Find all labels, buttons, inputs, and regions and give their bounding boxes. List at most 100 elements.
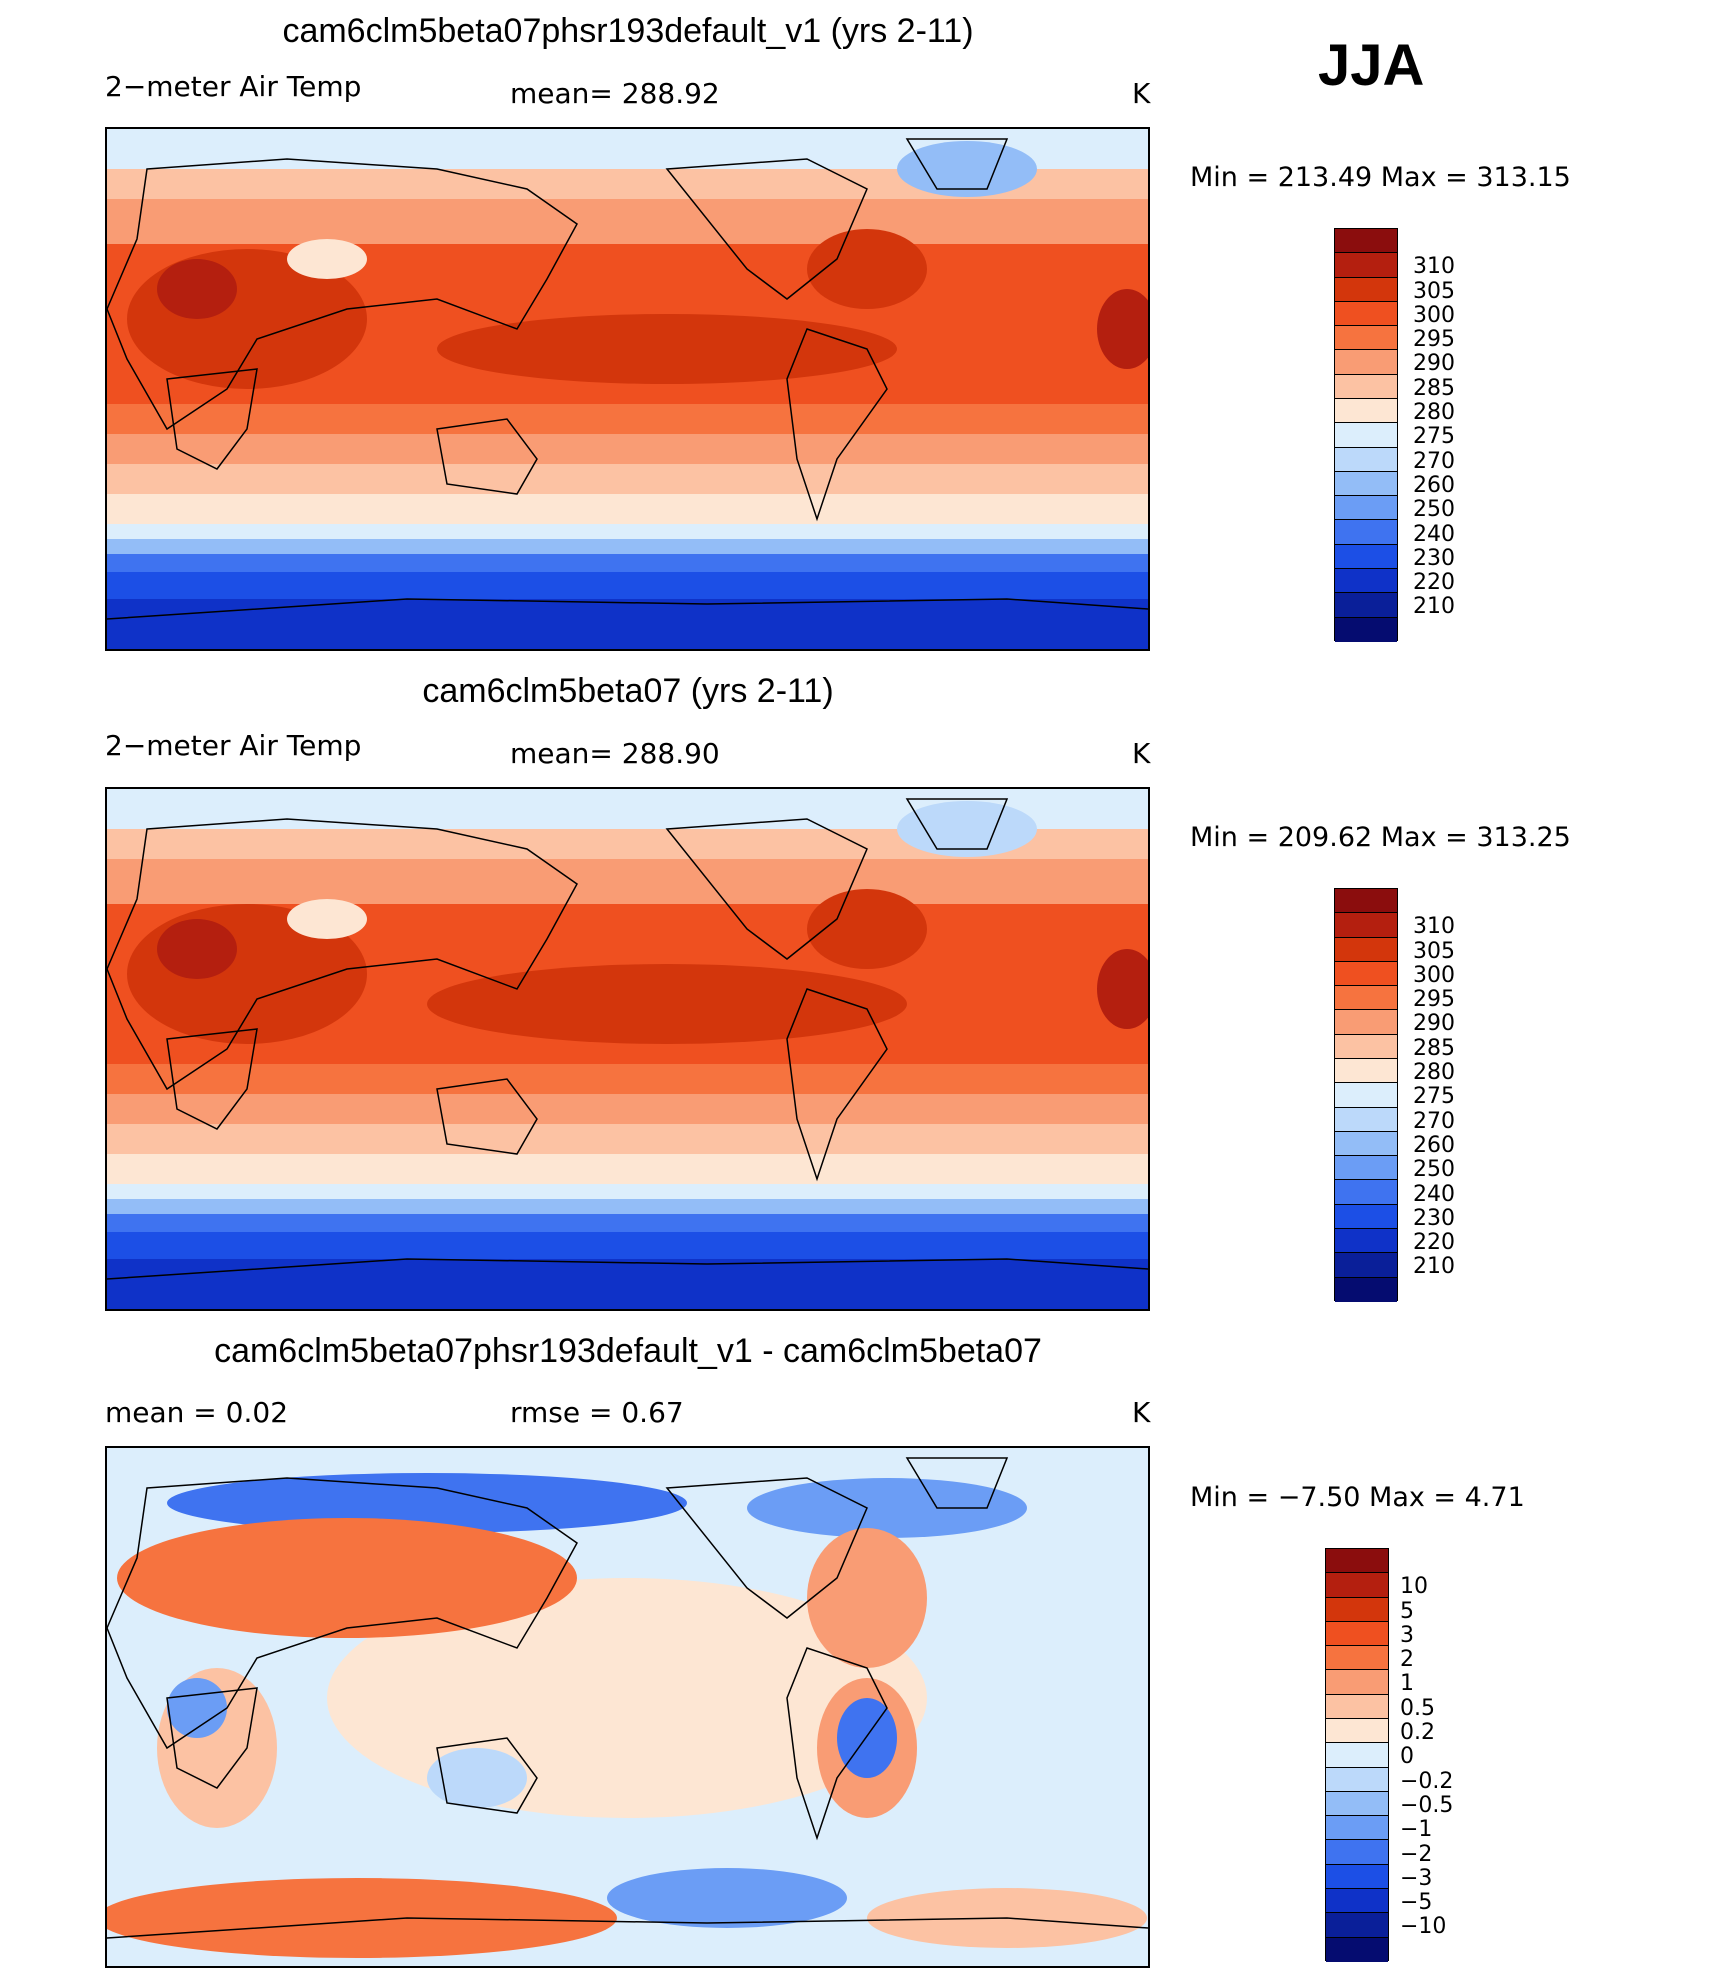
colorbar-swatch [1326, 1718, 1388, 1744]
colorbar-label: 295 [1413, 327, 1455, 353]
colorbar-swatch [1326, 1694, 1388, 1719]
colorbar-swatch [1335, 544, 1397, 569]
colorbar-swatch [1335, 398, 1397, 424]
colorbar-swatch [1326, 1913, 1388, 1938]
panel-1-minmax: Min = 213.49 Max = 313.15 [1190, 162, 1571, 193]
colorbar-label: −1 [1400, 1817, 1433, 1843]
colorbar-label: 285 [1413, 1035, 1455, 1061]
colorbar-swatch [1335, 520, 1397, 545]
panel-3-minmax: Min = −7.50 Max = 4.71 [1190, 1482, 1525, 1513]
panel-2-colorbar [1334, 888, 1398, 1302]
colorbar-label: 310 [1413, 914, 1455, 940]
colorbar-label: 290 [1413, 351, 1455, 377]
colorbar-label: 250 [1413, 497, 1455, 523]
colorbar-label: 290 [1413, 1011, 1455, 1037]
colorbar-swatch [1326, 1888, 1388, 1914]
colorbar-label: 300 [1413, 962, 1455, 988]
colorbar-swatch [1335, 374, 1397, 399]
colorbar-label: 0.5 [1400, 1695, 1435, 1721]
colorbar-label: 240 [1413, 521, 1455, 547]
colorbar-swatch [1335, 277, 1397, 302]
colorbar-label: 0.2 [1400, 1720, 1435, 1746]
colorbar-swatch [1326, 1791, 1388, 1817]
colorbar-swatch [1335, 986, 1397, 1011]
panel-3-mean: mean = 0.02 [105, 1396, 289, 1429]
colorbar-label: 240 [1413, 1181, 1455, 1207]
colorbar-label: 1 [1400, 1671, 1414, 1697]
panel-3-rmse: rmse = 0.67 [510, 1396, 684, 1429]
colorbar-swatch [1335, 229, 1397, 254]
colorbar-label: 230 [1413, 545, 1455, 571]
colorbar-swatch [1326, 1767, 1388, 1792]
panel-2-variable: 2−meter Air Temp [105, 729, 362, 762]
colorbar-label: 10 [1400, 1574, 1428, 1600]
season-label: JJA [1318, 33, 1425, 98]
colorbar-label: 5 [1400, 1598, 1414, 1624]
colorbar-label: 305 [1413, 278, 1455, 304]
colorbar-swatch [1335, 568, 1397, 594]
panel-2-minmax: Min = 209.62 Max = 313.25 [1190, 822, 1571, 853]
panel-3-colorbar-labels: 10 5 3 2 1 0.5 0.2 0 −0.2 −0.5 −1 −2 −3 −5 −10 [1400, 1548, 1500, 1961]
colorbar-label: 250 [1413, 1157, 1455, 1183]
panel-1-mean: mean= 288.92 [510, 77, 720, 110]
colorbar-swatch [1326, 1573, 1388, 1598]
colorbar-swatch [1335, 1180, 1397, 1205]
colorbar-label: 285 [1413, 375, 1455, 401]
panel-2-colorbar-labels: 310 305 300 295 290 285 280 275 270 260 250 240 230 2… [1413, 888, 1513, 1301]
colorbar-label: 295 [1413, 987, 1455, 1013]
colorbar-swatch [1335, 1131, 1397, 1157]
colorbar-swatch [1335, 889, 1397, 914]
panel-3-colorbar [1325, 1548, 1389, 1962]
colorbar-swatch [1335, 1204, 1397, 1229]
colorbar-label: 0 [1400, 1744, 1414, 1770]
panel-1-colorbar-labels: 310 305 300 295 290 285 280 275 270 260 250 240 230 2… [1413, 228, 1513, 641]
colorbar-swatch [1335, 1083, 1397, 1108]
colorbar-label: −5 [1400, 1890, 1433, 1916]
colorbar-swatch [1335, 1107, 1397, 1132]
colorbar-label: 220 [1413, 1230, 1455, 1256]
panel-1-units: K [1132, 77, 1151, 110]
colorbar-label: 310 [1413, 254, 1455, 280]
colorbar-label: 260 [1413, 472, 1455, 498]
colorbar-label: 305 [1413, 938, 1455, 964]
colorbar-swatch [1335, 913, 1397, 938]
colorbar-swatch [1326, 1816, 1388, 1841]
colorbar-swatch [1326, 1646, 1388, 1671]
panel-1-variable: 2−meter Air Temp [105, 70, 362, 103]
colorbar-label: 280 [1413, 1060, 1455, 1086]
colorbar-swatch [1335, 326, 1397, 351]
colorbar-swatch [1326, 1864, 1388, 1889]
colorbar-swatch [1335, 593, 1397, 618]
colorbar-label: −0.5 [1400, 1792, 1454, 1818]
colorbar-label: 230 [1413, 1205, 1455, 1231]
panel-1-colorbar [1334, 228, 1398, 642]
panel-1-map [105, 127, 1150, 651]
colorbar-label: 210 [1413, 594, 1455, 620]
colorbar-swatch [1335, 1277, 1397, 1302]
colorbar-swatch [1335, 471, 1397, 497]
colorbar-swatch [1335, 350, 1397, 375]
colorbar-swatch [1335, 1228, 1397, 1254]
colorbar-swatch [1335, 1156, 1397, 1181]
colorbar-label: 300 [1413, 302, 1455, 328]
colorbar-label: −0.2 [1400, 1768, 1454, 1794]
panel-2-map-graphic [107, 789, 1148, 1309]
colorbar-swatch [1326, 1743, 1388, 1768]
colorbar-swatch [1326, 1840, 1388, 1865]
colorbar-swatch [1335, 961, 1397, 987]
colorbar-swatch [1326, 1621, 1388, 1647]
colorbar-label: 260 [1413, 1132, 1455, 1158]
panel-2-mean: mean= 288.90 [510, 737, 720, 770]
panel-3-title: cam6clm5beta07phsr193default_v1 - cam6cl… [214, 1332, 1042, 1370]
panel-2-map [105, 787, 1150, 1311]
colorbar-label: 3 [1400, 1622, 1414, 1648]
colorbar-swatch [1335, 1058, 1397, 1084]
colorbar-swatch [1335, 1034, 1397, 1059]
colorbar-label: −2 [1400, 1841, 1433, 1867]
panel-2-title: cam6clm5beta07 (yrs 2-11) [422, 672, 834, 710]
colorbar-swatch [1326, 1670, 1388, 1695]
colorbar-swatch [1326, 1597, 1388, 1622]
panel-3-map [105, 1446, 1150, 1968]
colorbar-label: 275 [1413, 1084, 1455, 1110]
colorbar-label: 275 [1413, 424, 1455, 450]
